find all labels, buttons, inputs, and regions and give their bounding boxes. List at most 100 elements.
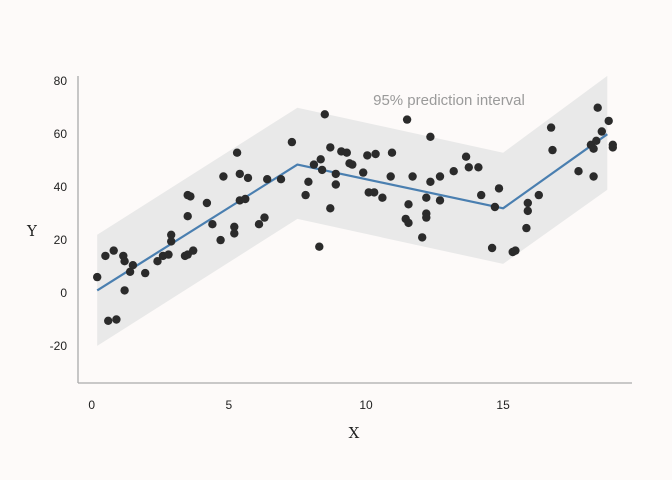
data-point	[326, 204, 335, 213]
data-point	[120, 257, 129, 266]
data-point	[301, 190, 310, 200]
x-tick-label: 0	[88, 398, 95, 412]
data-point	[167, 230, 176, 239]
data-point	[230, 229, 239, 238]
data-point	[589, 144, 598, 153]
data-point	[371, 149, 380, 159]
data-point	[387, 148, 397, 157]
axes-layer	[77, 76, 632, 384]
data-point	[546, 123, 556, 132]
data-point	[232, 148, 242, 157]
data-point	[487, 243, 497, 253]
data-point	[276, 175, 286, 184]
data-point	[287, 137, 297, 147]
data-point	[408, 172, 417, 181]
data-point	[426, 177, 435, 186]
y-tick-label: 40	[54, 180, 68, 194]
data-point	[331, 180, 340, 189]
data-point	[402, 115, 412, 124]
data-point	[574, 167, 583, 176]
data-point	[167, 237, 176, 246]
data-point	[422, 213, 431, 222]
y-tick-label: 80	[54, 74, 68, 88]
data-point	[435, 196, 445, 205]
data-point	[189, 246, 198, 255]
data-point	[230, 222, 239, 231]
data-point	[418, 233, 427, 242]
data-point	[386, 172, 395, 181]
data-point	[141, 268, 150, 278]
x-tick-labels: 0 5 10 15	[88, 398, 510, 412]
data-point	[363, 151, 372, 160]
data-point	[109, 246, 118, 255]
data-point	[120, 286, 129, 295]
data-point	[183, 212, 192, 221]
x-tick-label: 5	[225, 398, 232, 412]
data-point	[331, 169, 340, 179]
data-point	[523, 198, 532, 208]
data-point	[359, 168, 368, 177]
data-point	[112, 315, 121, 324]
data-point	[404, 218, 413, 228]
data-point	[511, 246, 520, 255]
data-point	[461, 152, 471, 161]
data-point	[128, 261, 138, 270]
data-point	[597, 127, 606, 136]
data-point	[316, 155, 325, 164]
y-tick-labels: -20 0 20 40 60 80	[50, 74, 68, 353]
data-point	[422, 193, 431, 202]
data-point	[186, 192, 195, 201]
data-point	[104, 316, 113, 325]
data-point	[304, 177, 313, 186]
data-point	[378, 193, 387, 202]
data-point	[589, 172, 598, 181]
y-tick-label: -20	[50, 339, 68, 353]
data-point	[404, 200, 413, 209]
data-point	[153, 257, 162, 266]
data-point	[243, 173, 253, 183]
data-point	[464, 163, 473, 172]
data-point	[241, 194, 250, 204]
data-point	[101, 251, 110, 261]
y-axis-title: Y	[26, 222, 38, 240]
data-point	[449, 167, 458, 176]
data-point	[254, 220, 264, 229]
data-point	[548, 145, 557, 155]
prediction-interval-band-layer	[97, 75, 608, 346]
data-point	[125, 267, 135, 276]
data-point	[263, 175, 272, 184]
data-point	[608, 143, 617, 152]
data-point	[490, 202, 500, 212]
data-point	[592, 136, 601, 145]
data-point	[534, 190, 543, 200]
data-point	[426, 132, 435, 141]
data-point	[317, 165, 327, 175]
x-tick-label: 15	[496, 398, 510, 412]
data-point	[326, 143, 335, 152]
data-point	[216, 235, 225, 245]
fit-line	[96, 133, 608, 292]
y-tick-label: 20	[54, 233, 68, 247]
data-point	[315, 242, 324, 251]
data-point	[235, 169, 244, 179]
data-point	[604, 116, 613, 126]
data-point	[219, 172, 228, 181]
data-point	[435, 172, 445, 181]
data-point	[208, 220, 217, 229]
data-point	[474, 163, 483, 172]
data-points-layer	[93, 103, 617, 325]
data-point	[320, 110, 329, 119]
data-point	[370, 188, 379, 197]
data-point	[348, 160, 357, 169]
data-point	[593, 103, 602, 112]
data-point	[494, 184, 504, 193]
prediction-interval-annotation: 95% prediction interval	[373, 92, 525, 109]
data-point	[522, 223, 531, 233]
data-point	[523, 206, 532, 216]
data-point	[477, 190, 486, 200]
fit-line-layer	[96, 133, 608, 292]
x-tick-label: 10	[359, 398, 373, 412]
data-point	[260, 213, 269, 222]
data-point	[93, 272, 102, 282]
